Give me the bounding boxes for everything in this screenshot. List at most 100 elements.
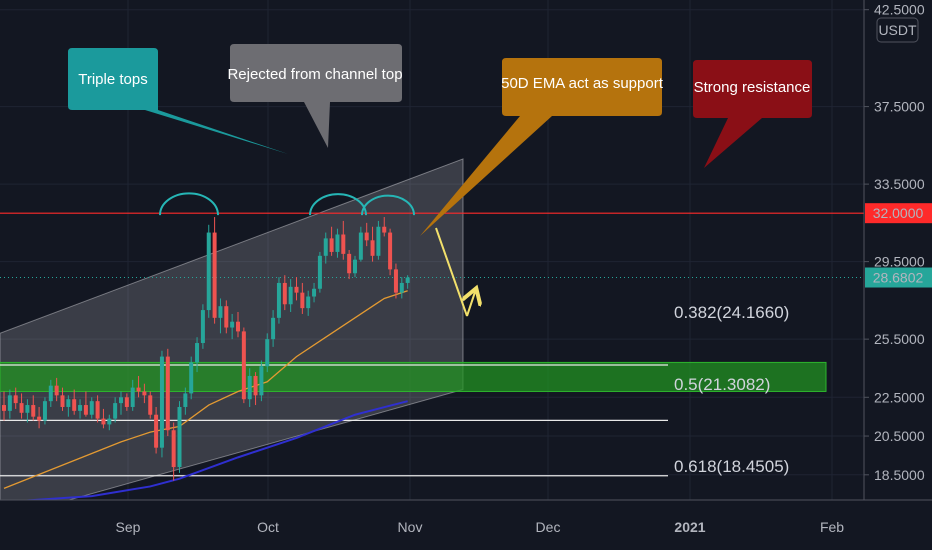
candle-body — [2, 405, 6, 411]
candle-body — [218, 306, 223, 318]
candle-body — [393, 269, 398, 293]
candle-body — [358, 232, 363, 260]
y-tick-label: 33.5000 — [874, 176, 925, 192]
candle-body — [31, 405, 36, 417]
candle-body — [48, 385, 53, 402]
x-tick-label: Sep — [116, 519, 141, 535]
candle-body — [236, 321, 240, 332]
support-zone — [0, 361, 827, 392]
last-price-tag — [865, 267, 932, 288]
candle-body — [259, 366, 264, 396]
candle-body — [206, 232, 211, 311]
callout-triple-tops-text: Triple tops — [78, 71, 147, 88]
candle-body — [148, 395, 153, 415]
y-tick-label: 42.5000 — [874, 2, 925, 18]
candle-body — [124, 397, 129, 407]
fib-label-05: 0.5(21.3082) — [674, 375, 770, 394]
x-tick-label: Nov — [398, 519, 423, 535]
x-tick-label: Dec — [536, 519, 561, 535]
candle-body — [42, 401, 47, 421]
candle-body — [335, 234, 340, 252]
y-tick-label: 37.5000 — [874, 99, 925, 115]
candle-body — [37, 416, 42, 421]
candlesticks — [2, 217, 410, 481]
y-tick-label: 25.5000 — [874, 331, 925, 347]
candle-body — [388, 232, 393, 270]
x-tick-label: 2021 — [674, 519, 705, 535]
currency-badge-text: USDT — [878, 22, 917, 38]
candle-body — [159, 356, 164, 448]
y-tick-label: 20.5000 — [874, 428, 925, 444]
callout-rejected-text: Rejected from channel top — [227, 66, 402, 83]
last-price-text: 28.6802 — [873, 270, 924, 286]
candle-body — [72, 399, 77, 411]
candle-body — [323, 238, 328, 256]
level-lines — [0, 212, 864, 477]
y-tick-label: 22.5000 — [874, 389, 925, 405]
candle-body — [54, 385, 59, 396]
candle-body — [376, 226, 381, 256]
candle-body — [341, 234, 346, 254]
candle-body — [107, 418, 112, 425]
candle-body — [60, 395, 65, 407]
candle-body — [25, 405, 30, 413]
candle-body — [165, 356, 170, 431]
fib-label-0382: 0.382(24.1660) — [674, 303, 789, 322]
projection-arrow — [435, 227, 475, 317]
candle-body — [212, 232, 217, 318]
candle-body — [347, 253, 352, 274]
x-tick-label: Feb — [820, 519, 844, 535]
callout-strong-resistance: Strong resistance — [693, 60, 812, 168]
candle-body — [399, 282, 404, 293]
callout-triple-tops: Triple tops — [68, 48, 288, 154]
y-tick-label: 29.5000 — [874, 254, 925, 270]
callout-strong-resistance-text: Strong resistance — [694, 79, 811, 96]
y-tick-label: 18.5000 — [874, 467, 925, 483]
candle-body — [154, 414, 159, 448]
candle-body — [317, 255, 322, 289]
candle-body — [405, 277, 410, 283]
candle-body — [288, 286, 293, 305]
candle-body — [364, 232, 369, 241]
currency-badge[interactable] — [876, 17, 919, 43]
callout-rejected: Rejected from channel top — [227, 44, 403, 148]
candle-body — [382, 226, 387, 233]
candle-body — [271, 317, 276, 340]
price-axis: 42.5000 37.5000 33.5000 29.5000 25.5000 22.50… — [863, 0, 932, 500]
candle-body — [329, 238, 334, 252]
candle-body — [294, 286, 299, 293]
triple-top-arc — [361, 194, 415, 216]
candle-body — [282, 282, 287, 305]
callout-bubble — [693, 60, 812, 168]
time-axis: Sep Oct Nov Dec 2021 Feb — [0, 499, 932, 550]
candle-body — [230, 321, 235, 328]
candle-body — [241, 331, 246, 400]
candle-body — [300, 292, 305, 309]
candle-body — [78, 405, 83, 411]
candle-body — [253, 375, 258, 396]
candle-body — [13, 395, 18, 404]
resistance-price-text: 32.0000 — [873, 205, 924, 221]
callout-ema-support-text: 50D EMA act as support — [501, 75, 664, 92]
candle-body — [89, 401, 94, 415]
callout-ema-support: 50D EMA act as support — [420, 58, 664, 236]
candle-body — [183, 393, 188, 407]
candle-body — [276, 282, 281, 318]
candle-body — [265, 339, 270, 367]
x-tick-label: Oct — [257, 519, 279, 535]
candle-body — [177, 406, 182, 468]
candle-body — [130, 387, 135, 407]
ma200-line — [3, 400, 408, 503]
candle-body — [95, 401, 100, 419]
ema50-line — [3, 290, 408, 489]
candle-body — [66, 399, 71, 407]
candle-body — [19, 403, 24, 413]
triple-top-arcs — [159, 192, 415, 216]
candle-body — [200, 310, 205, 344]
triple-top-arc — [159, 192, 219, 216]
candle-body — [171, 430, 176, 468]
callout-bubble — [230, 44, 402, 148]
resistance-price-tag — [865, 203, 932, 224]
